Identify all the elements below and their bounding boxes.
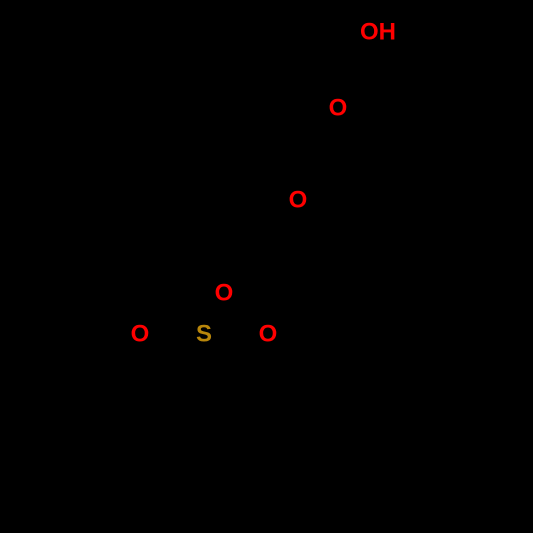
sulfur-atom: S (196, 321, 212, 348)
molecule-diagram: OH O O O O O S (0, 0, 533, 533)
oxygen-atom-3: O (215, 280, 234, 307)
oxygen-atom-4: O (131, 321, 150, 348)
oxygen-atom-2: O (289, 187, 308, 214)
oxygen-atom-5: O (259, 321, 278, 348)
hydroxyl-label: OH (360, 19, 396, 46)
atoms-group: OH O O O O O S (131, 19, 396, 348)
oxygen-atom-1: O (329, 95, 348, 122)
